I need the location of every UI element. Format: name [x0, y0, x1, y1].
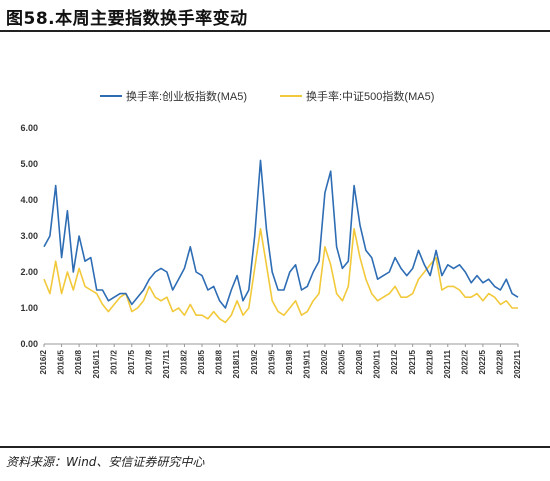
x-tick-label: 2022/2: [460, 349, 469, 374]
x-tick-label: 2020/2: [320, 349, 329, 374]
figure-title: 图58.本周主要指数换手率变动: [6, 9, 248, 29]
y-tick-label: 2.00: [20, 267, 38, 277]
x-tick-label: 2017/2: [109, 349, 118, 374]
legend-label: 换手率:创业板指数(MA5): [126, 89, 247, 103]
x-tick-label: 2018/2: [180, 349, 189, 374]
x-tick-label: 2017/8: [144, 349, 153, 374]
y-tick-label: 6.00: [20, 123, 38, 133]
x-tick-label: 2016/11: [92, 349, 101, 378]
x-tick-label: 2019/2: [250, 349, 259, 374]
y-tick-label: 4.00: [20, 195, 38, 205]
legend-label: 换手率:中证500指数(MA5): [306, 89, 434, 103]
x-tick-label: 2017/11: [162, 349, 171, 378]
x-tick-label: 2020/11: [373, 349, 382, 378]
x-tick-label: 2019/11: [302, 349, 311, 378]
series-line: [43, 228, 518, 324]
x-tick-label: 2021/5: [408, 349, 417, 374]
y-tick-label: 0.00: [20, 339, 38, 349]
chart-legend: 换手率:创业板指数(MA5) 换手率:中证500指数(MA5): [100, 89, 434, 103]
x-tick-label: 2020/5: [338, 349, 347, 374]
y-axis: 0.00 1.00 2.00 3.00 4.00 5.00 6.00: [20, 123, 38, 349]
y-tick-label: 3.00: [20, 231, 38, 241]
x-tick-label: 2018/8: [215, 349, 224, 374]
source-rule: [0, 446, 550, 448]
x-tick-label: 2022/8: [496, 349, 505, 374]
x-tick-label: 2016/2: [39, 349, 48, 374]
x-tick-label: 2022/11: [513, 349, 522, 378]
x-tick-label: 2019/8: [285, 349, 294, 374]
source-note: 资料来源：Wind、安信证券研究中心: [6, 455, 205, 469]
title-rule: [0, 30, 550, 32]
x-tick-label: 2017/5: [127, 349, 136, 374]
x-tick-label: 2021/8: [425, 349, 434, 374]
x-tick-label: 2020/8: [355, 349, 364, 374]
y-tick-label: 5.00: [20, 159, 38, 169]
y-tick-label: 1.00: [20, 303, 38, 313]
series-line: [43, 159, 519, 309]
x-tick-label: 2018/5: [197, 349, 206, 374]
x-tick-label: 2016/8: [74, 349, 83, 374]
x-tick-label: 2019/5: [267, 349, 276, 374]
line-chart: 换手率:创业板指数(MA5) 换手率:中证500指数(MA5) 0.00 1.00 2…: [20, 89, 522, 378]
series-lines: [43, 159, 519, 324]
x-axis: 2016/2 2016/5 2016/8 2016/11 2017/2 2017/5 201…: [39, 343, 522, 378]
x-tick-label: 2016/5: [57, 349, 66, 374]
x-tick-label: 2018/11: [232, 349, 241, 378]
x-tick-label: 2021/2: [390, 349, 399, 374]
x-tick-label: 2021/11: [443, 349, 452, 378]
x-tick-label: 2022/5: [478, 349, 487, 374]
